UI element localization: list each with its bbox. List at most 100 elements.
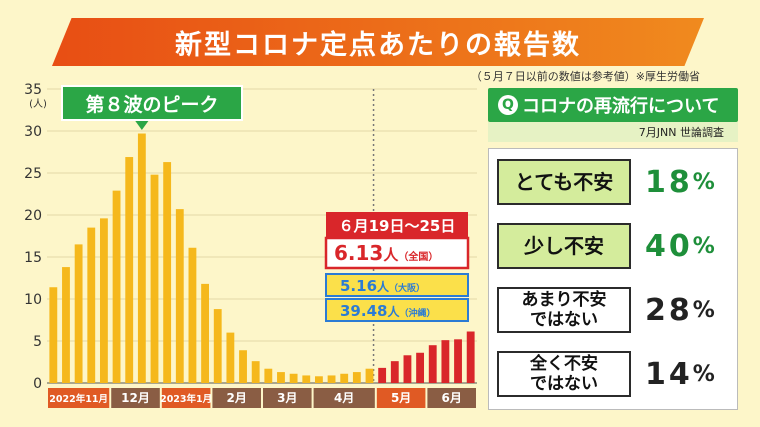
okinawa-value: 39.48人（沖縄）: [340, 302, 435, 320]
peak-callout-box: [61, 85, 243, 121]
question-icon: Q: [498, 95, 518, 115]
bar: [213, 309, 222, 383]
y-tick-label: 20: [24, 208, 42, 224]
month-cell: [313, 388, 375, 408]
survey-value-number: 28: [645, 292, 693, 328]
bar: [378, 367, 387, 383]
percent-sign: %: [692, 169, 718, 195]
bar: [125, 157, 134, 383]
survey-row-very-anxious: とても不安 18%: [497, 159, 731, 205]
percent-sign: %: [692, 233, 718, 259]
survey-row-value: 28%: [645, 287, 718, 333]
percent-sign: %: [692, 361, 718, 387]
survey-panel: Q コロナの再流行について 7月JNN 世論調査 とても不安 18% 少し不安 …: [484, 88, 740, 410]
month-label: 4月: [334, 391, 354, 405]
month-label: 3月: [277, 391, 297, 405]
bar: [454, 339, 462, 383]
bar: [466, 331, 475, 383]
peak-callout-text: 第８波のピーク: [85, 93, 218, 116]
month-label: 6月: [442, 391, 462, 405]
survey-title: コロナの再流行について: [522, 96, 720, 117]
bar: [226, 332, 235, 383]
bar: [277, 372, 285, 383]
percent-sign: %: [692, 297, 718, 323]
survey-row-label: 少し不安: [497, 223, 631, 269]
week-range-box: [326, 212, 468, 238]
bar: [87, 227, 96, 383]
bar: [264, 368, 273, 383]
month-cell: [48, 388, 110, 408]
okinawa-value-box: [325, 298, 469, 322]
bar: [327, 375, 336, 383]
month-cell: [263, 388, 312, 408]
bar: [163, 162, 172, 383]
peak-callout-pointer: [133, 119, 150, 130]
survey-source: 7月JNN 世論調査: [488, 122, 738, 142]
survey-value-number: 14: [645, 356, 693, 392]
month-label: 2023年1月: [160, 393, 212, 405]
y-tick-label: 5: [33, 334, 42, 350]
month-label: 2022年11月: [49, 393, 108, 405]
survey-row-not-very-anxious: あまり不安 ではない 28%: [497, 287, 731, 333]
bar: [188, 247, 197, 383]
survey-row-value: 40%: [645, 223, 718, 269]
y-tick-label: 0: [33, 376, 42, 392]
bar: [239, 350, 247, 383]
survey-value-number: 40: [645, 228, 693, 264]
y-axis-label: (人): [29, 98, 47, 110]
y-tick-label: 35: [24, 82, 42, 98]
bar: [49, 287, 58, 383]
bar: [289, 373, 298, 383]
bar: [150, 174, 159, 383]
y-tick-label: 10: [24, 292, 42, 308]
bar: [365, 368, 374, 383]
week-range-label: ６月19日～25日: [339, 217, 456, 235]
bar: [175, 209, 184, 383]
bar: [99, 218, 108, 383]
month-cell: [376, 388, 426, 408]
y-tick-label: 25: [24, 166, 42, 182]
osaka-value: 5.16人（大阪）: [340, 277, 425, 295]
bar: [340, 373, 349, 383]
survey-value-number: 18: [645, 164, 693, 200]
survey-row-label: とても不安: [497, 159, 631, 205]
month-cell: [161, 388, 211, 408]
bar: [251, 361, 260, 383]
y-tick-label: 30: [24, 124, 42, 140]
survey-row-value: 14%: [645, 351, 718, 397]
bar: [314, 376, 323, 383]
osaka-value-box: [325, 273, 469, 297]
bar: [302, 375, 311, 383]
survey-row-value: 18%: [645, 159, 718, 205]
page-title: 新型コロナ定点あたりの報告数: [175, 29, 581, 61]
month-label: 5月: [391, 391, 411, 405]
bar: [201, 283, 210, 383]
bar: [112, 190, 121, 383]
survey-header: Q コロナの再流行について: [488, 88, 738, 122]
survey-row-label: 全く不安 ではない: [497, 351, 631, 397]
bar: [403, 355, 412, 383]
y-tick-label: 15: [24, 250, 42, 266]
bar: [62, 267, 70, 383]
month-cell: [427, 388, 476, 408]
survey-row-label: あまり不安 ではない: [497, 287, 631, 333]
source-note: （５月７日以前の数値は参考値）※厚生労働省: [470, 70, 700, 83]
bar: [416, 352, 425, 383]
month-cell: [212, 388, 261, 408]
bar: [352, 372, 361, 383]
national-value-box: [324, 236, 470, 270]
bar: [137, 133, 146, 383]
bar: [74, 244, 83, 383]
bar: [441, 340, 450, 383]
bar: [428, 345, 437, 383]
survey-row-not-anxious-at-all: 全く不安 ではない 14%: [497, 351, 731, 397]
survey-results: とても不安 18% 少し不安 40% あまり不安 ではない 28% 全く不安 で…: [488, 148, 738, 410]
month-cell: [111, 388, 160, 408]
title-banner: 新型コロナ定点あたりの報告数: [52, 18, 704, 66]
month-label: 2月: [227, 391, 247, 405]
month-label: 12月: [121, 391, 150, 405]
national-value: 6.13人（全国）: [334, 241, 438, 265]
survey-row-somewhat-anxious: 少し不安 40%: [497, 223, 731, 269]
bar: [390, 361, 399, 383]
